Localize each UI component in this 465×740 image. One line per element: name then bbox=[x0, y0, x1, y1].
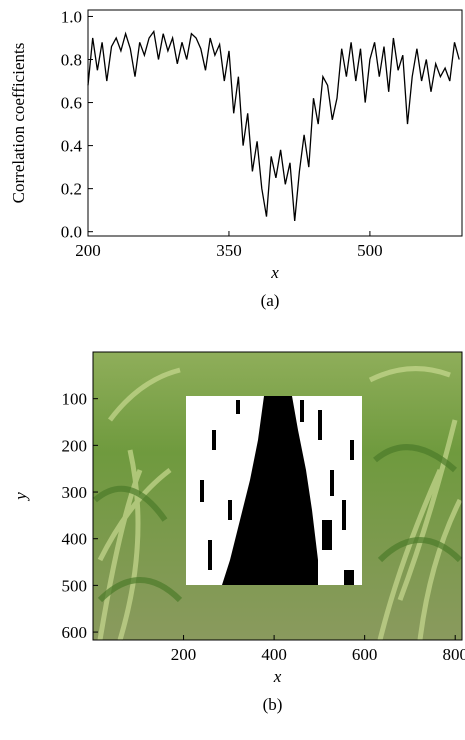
y-tick-label: 300 bbox=[62, 483, 88, 502]
y-tick-label: 100 bbox=[62, 390, 88, 409]
x-axis-label: x bbox=[273, 667, 282, 686]
x-tick-label: 400 bbox=[261, 645, 287, 664]
caption: (b) bbox=[263, 695, 283, 714]
data-line bbox=[87, 29, 460, 221]
x-tick-label: 200 bbox=[75, 241, 101, 260]
x-tick-label: 200 bbox=[171, 645, 197, 664]
y-tick-label: 1.0 bbox=[61, 7, 82, 26]
y-tick-label: 400 bbox=[62, 530, 88, 549]
y-tick-label: 0.4 bbox=[61, 137, 83, 156]
caption: (a) bbox=[261, 291, 280, 310]
y-tick-label: 500 bbox=[62, 576, 88, 595]
y-tick-label: 0.2 bbox=[61, 180, 82, 199]
y-tick-label: 0.8 bbox=[61, 51, 82, 70]
y-tick-label: 600 bbox=[62, 623, 88, 642]
plot-frame bbox=[92, 351, 463, 641]
mask-overlay bbox=[186, 396, 362, 585]
x-axis-label: x bbox=[270, 263, 279, 282]
x-tick-label: 600 bbox=[352, 645, 378, 664]
plot-frame bbox=[87, 9, 463, 237]
y-tick-label: 200 bbox=[62, 436, 88, 455]
y-tick-label: 0.0 bbox=[61, 223, 82, 242]
y-axis-label: Correlation coefficients bbox=[9, 43, 28, 204]
x-tick-label: 350 bbox=[216, 241, 242, 260]
x-tick-label: 800 bbox=[442, 645, 465, 664]
x-tick-label: 500 bbox=[357, 241, 383, 260]
y-axis-label: y bbox=[11, 492, 30, 502]
y-tick-label: 0.6 bbox=[61, 94, 82, 113]
